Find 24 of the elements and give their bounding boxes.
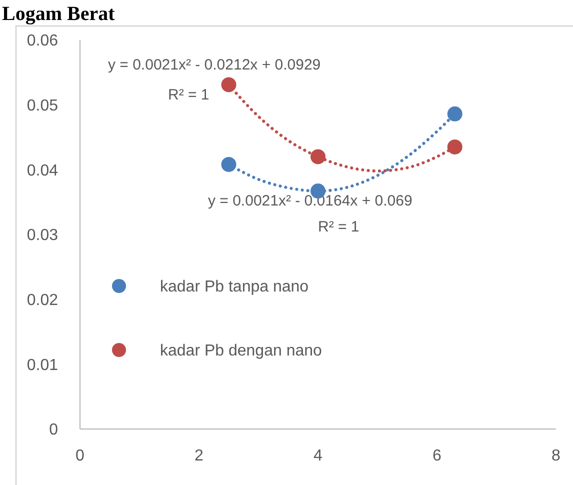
x-tick-label: 8 [552, 448, 561, 465]
point [310, 149, 326, 164]
point [221, 156, 236, 172]
y-tick-label: 0.03 [26, 227, 58, 244]
x-tick-label: 0 [76, 448, 85, 465]
y-tick-label: 0 [49, 422, 58, 439]
annotation: R² = 1 [168, 86, 210, 104]
legend-label: kadar Pb dengan nano [160, 342, 322, 360]
point [447, 106, 462, 122]
x-tick-label: 6 [432, 448, 442, 465]
y-tick-label: 0.04 [26, 162, 58, 180]
y-tick-label: 0.01 [26, 356, 58, 374]
y-tick-label: 0.02 [26, 292, 58, 309]
legend-label: kadar Pb tanpa nano [160, 278, 309, 296]
x-tick-label: 2 [194, 448, 204, 465]
x-tick-label: 4 [314, 448, 323, 465]
y-tick-label: 0.06 [26, 32, 58, 50]
y-tick-label: 0.05 [26, 97, 58, 114]
annotation: R² = 1 [318, 218, 360, 236]
point [447, 139, 462, 154]
chart-title: Logam Berat [2, 3, 116, 25]
annotation: y = 0.0021x² - 0.0164x + 0.069 [208, 192, 412, 210]
annotation: y = 0.0021x² - 0.0212x + 0.0929 [108, 56, 321, 74]
point [221, 77, 236, 92]
